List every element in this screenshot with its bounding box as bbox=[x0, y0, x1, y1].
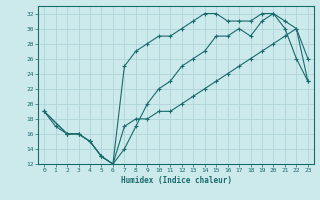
X-axis label: Humidex (Indice chaleur): Humidex (Indice chaleur) bbox=[121, 176, 231, 185]
